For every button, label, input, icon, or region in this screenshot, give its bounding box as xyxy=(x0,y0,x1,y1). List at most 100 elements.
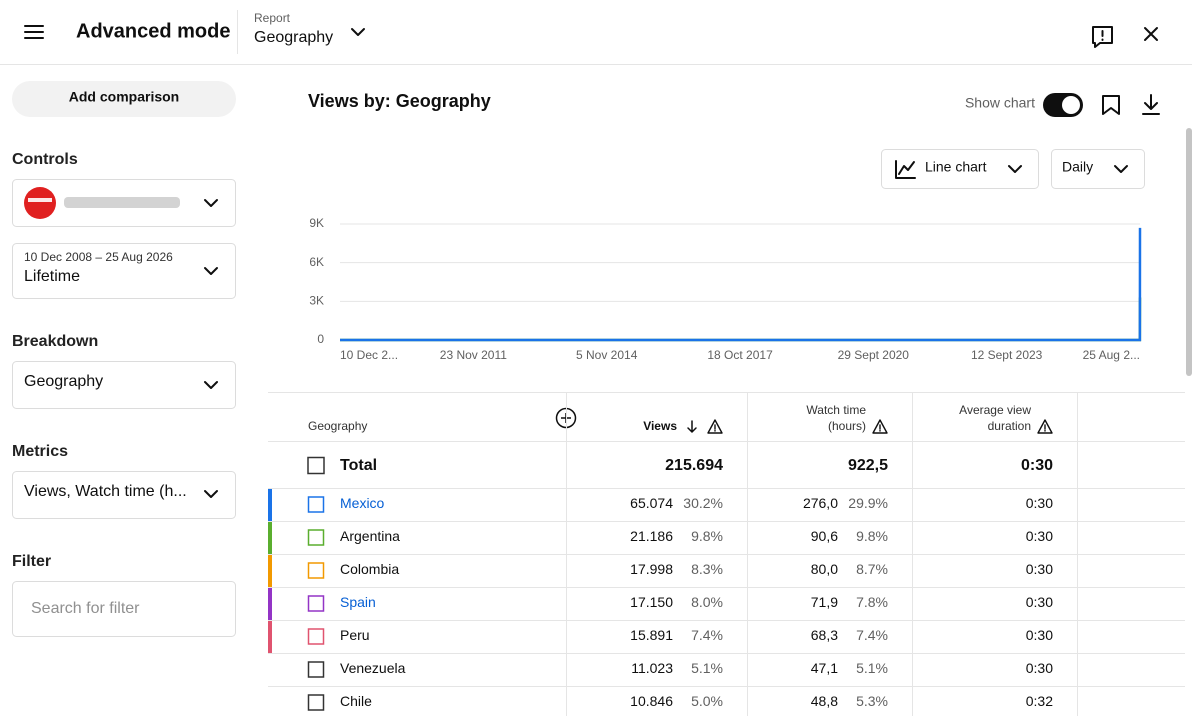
table-cell: 0:30 xyxy=(1026,594,1053,610)
report-value[interactable]: Geography xyxy=(254,29,333,46)
chevron xyxy=(204,490,218,498)
granularity-select[interactable] xyxy=(1051,149,1145,189)
column-header: (hours) xyxy=(828,419,866,433)
date-select[interactable] xyxy=(12,243,236,299)
table-cell: 0:30 xyxy=(1026,660,1053,676)
series-line xyxy=(340,227,1142,342)
table-cell: 5.3% xyxy=(856,693,888,709)
table-cell: 7.4% xyxy=(691,627,723,643)
channel-avatar xyxy=(24,187,56,219)
table-cell: 0:30 xyxy=(1026,627,1053,643)
column-header: Geography xyxy=(308,419,367,433)
filter-input[interactable] xyxy=(12,581,236,637)
table-cell: 29.9% xyxy=(848,495,888,511)
download-button[interactable] xyxy=(1142,94,1160,115)
row-name: Peru xyxy=(340,627,370,643)
scrollbar[interactable] xyxy=(1186,128,1192,376)
row-name: Argentina xyxy=(340,528,400,544)
checkbox[interactable] xyxy=(307,694,325,711)
table-cell: 0:30 xyxy=(1026,528,1053,544)
row-color-bar xyxy=(268,621,272,653)
channel-name-blurred xyxy=(64,197,180,208)
breakdown-value: Geography xyxy=(24,373,103,390)
table-cell: 276,0 xyxy=(803,495,838,511)
section-title: Controls xyxy=(12,151,78,168)
x-tick-label: 25 Aug 2... xyxy=(1083,348,1140,362)
checkbox[interactable] xyxy=(307,529,325,546)
table-cell: 48,8 xyxy=(811,693,838,709)
feedback-button[interactable] xyxy=(1092,26,1113,48)
date-preset: Lifetime xyxy=(24,268,80,285)
table-cell: 15.891 xyxy=(630,627,673,643)
table-cell: 17.150 xyxy=(630,594,673,610)
menu-button[interactable] xyxy=(24,25,44,39)
chart-type-value: Line chart xyxy=(925,159,987,175)
row-name: Venezuela xyxy=(340,660,406,676)
x-tick-label: 12 Sept 2023 xyxy=(971,348,1043,362)
section-title: Metrics xyxy=(12,443,68,460)
table-cell: 8.3% xyxy=(691,561,723,577)
checkbox[interactable] xyxy=(307,661,325,678)
section-title: Breakdown xyxy=(12,333,98,350)
table-cell: 8.7% xyxy=(856,561,888,577)
column-header[interactable]: Views xyxy=(643,419,677,433)
table-cell: 0:30 xyxy=(1026,495,1053,511)
bookmark-button[interactable] xyxy=(1102,95,1120,115)
table-cell: 17.998 xyxy=(630,561,673,577)
date-range: 10 Dec 2008 – 25 Aug 2026 xyxy=(24,250,173,264)
chevron xyxy=(1008,165,1022,173)
column-header: duration xyxy=(988,419,1031,433)
metrics-value: Views, Watch time (h... xyxy=(24,483,187,500)
table-cell: 9.8% xyxy=(691,528,723,544)
total-cell: 922,5 xyxy=(848,457,888,474)
report-label: Report xyxy=(254,11,291,25)
metrics-select[interactable] xyxy=(12,471,236,519)
total-cell: 0:30 xyxy=(1021,457,1053,474)
checkbox[interactable] xyxy=(307,456,325,475)
add-comparison-button[interactable] xyxy=(12,81,236,117)
report-title: Views by: Geography xyxy=(308,91,491,111)
row-name: Colombia xyxy=(340,561,399,577)
row-color-bar xyxy=(268,522,272,554)
chevron xyxy=(204,267,218,275)
warning-icon xyxy=(707,419,723,434)
chart-type-select[interactable] xyxy=(881,149,1039,189)
breakdown-select[interactable] xyxy=(12,361,236,409)
x-tick-label: 23 Nov 2011 xyxy=(440,348,507,362)
table-cell: 8.0% xyxy=(691,594,723,610)
chevron xyxy=(204,199,218,207)
avatar-logo xyxy=(28,198,52,202)
close-button[interactable] xyxy=(1144,27,1158,41)
x-tick-label: 5 Nov 2014 xyxy=(576,348,638,362)
table-cell: 11.023 xyxy=(631,660,673,676)
table-cell: 21.186 xyxy=(630,528,673,544)
row-name: Chile xyxy=(340,693,372,709)
chevron xyxy=(204,381,218,389)
x-tick-label: 10 Dec 2... xyxy=(340,348,398,362)
report-dropdown[interactable] xyxy=(351,28,365,36)
checkbox[interactable] xyxy=(307,562,325,579)
warning-icon xyxy=(1037,419,1053,434)
total-label: Total xyxy=(340,457,377,474)
table-cell: 5.0% xyxy=(691,693,723,709)
row-color-bar xyxy=(268,489,272,521)
row-color-bar xyxy=(268,555,272,587)
filter-placeholder: Search for filter xyxy=(31,600,140,617)
sort-arrow xyxy=(687,420,697,433)
table-cell: 90,6 xyxy=(811,528,838,544)
column-header: Watch time xyxy=(806,403,866,417)
checkbox[interactable] xyxy=(307,496,325,513)
table-cell: 68,3 xyxy=(811,627,838,643)
x-tick-label: 18 Oct 2017 xyxy=(707,348,773,362)
row-name[interactable]: Spain xyxy=(340,594,376,610)
series-line xyxy=(340,297,1142,342)
checkbox[interactable] xyxy=(307,628,325,645)
chevron xyxy=(1114,165,1128,173)
show-chart-toggle[interactable] xyxy=(1043,93,1083,117)
row-name[interactable]: Mexico xyxy=(340,495,385,511)
checkbox[interactable] xyxy=(307,595,325,612)
table-cell: 65.074 xyxy=(630,495,673,511)
table-cell: 47,1 xyxy=(811,660,838,676)
total-cell: 215.694 xyxy=(665,457,723,474)
